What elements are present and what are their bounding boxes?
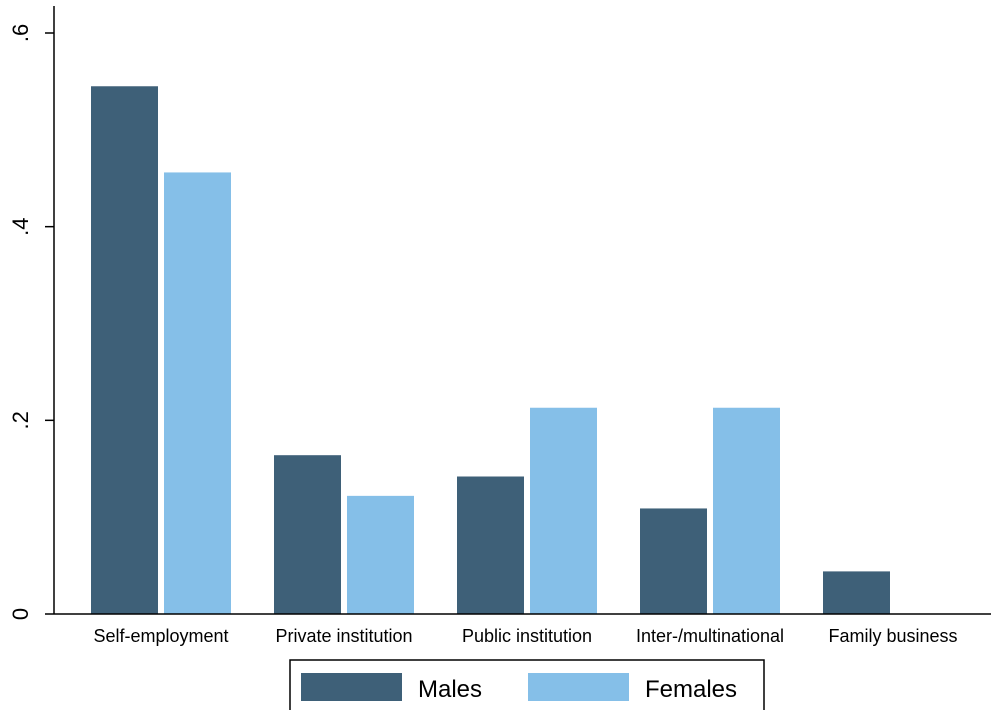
x-tick-label: Family business [828, 626, 957, 646]
legend-label-males: Males [418, 676, 482, 703]
x-tick-label: Inter-/multinational [636, 626, 784, 646]
y-tick-label: .6 [8, 24, 33, 42]
bar-females-1 [164, 172, 231, 614]
bar-males-3 [457, 476, 524, 614]
legend-swatch-females [528, 673, 629, 701]
bar-males-4 [640, 508, 707, 614]
legend-swatch-males [301, 673, 402, 701]
y-tick-label: 0 [8, 608, 33, 620]
x-tick-label: Private institution [275, 626, 412, 646]
bar-females-4 [713, 407, 780, 614]
x-tick-label: Self-employment [93, 626, 228, 646]
legend: Males Females [289, 659, 765, 710]
bar-males-2 [274, 455, 341, 614]
bar-males-1 [91, 86, 158, 615]
y-tick-label: .2 [8, 411, 33, 429]
y-axis: 0 .2 .4 .6 [8, 6, 55, 620]
y-tick-label: .4 [8, 217, 33, 235]
bar-females-2 [347, 495, 414, 614]
x-axis: Self-employment Private institution Public… [54, 613, 991, 646]
bar-females-3 [530, 407, 597, 614]
legend-label-females: Females [645, 676, 737, 703]
bars [91, 86, 890, 615]
x-tick-label: Public institution [462, 626, 592, 646]
bar-males-5 [823, 571, 890, 614]
